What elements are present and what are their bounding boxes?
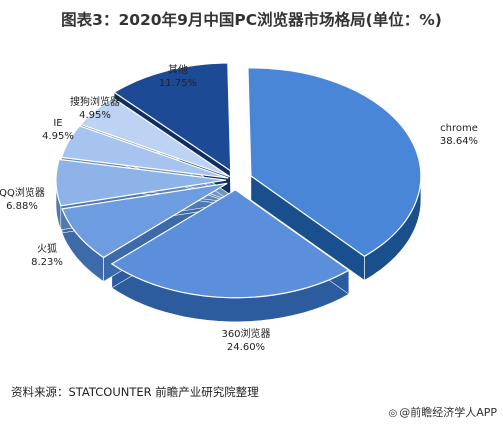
slice-chrome (247, 67, 422, 258)
slice-s6 (112, 62, 232, 173)
slice-s5 (79, 97, 231, 178)
slice-value-chrome: 38.64% (440, 136, 478, 147)
slice-value-IE: 4.95% (42, 131, 74, 142)
pie-tops (55, 62, 422, 299)
pie-labels: chrome 38.64% 360浏览器 24.60% 火狐 8.23% QQ浏览器 6.88… (0, 63, 478, 353)
chart-title: 图表3：2020年9月中国PC浏览器市场格局(单位：%) (61, 11, 442, 29)
slice-value-s5: 4.95% (79, 110, 111, 121)
weibo-icon: ◎ (388, 408, 398, 419)
slice-value-s6: 11.75% (159, 78, 197, 89)
slice-name-QQ: QQ浏览器 (0, 186, 45, 199)
slice-name-360: 360浏览器 (221, 327, 270, 340)
brand-text: @前瞻经济学人APP (399, 406, 497, 419)
slice-value-QQ: 6.88% (6, 201, 38, 212)
slice-name-chrome: chrome (440, 123, 478, 134)
slice-QQ (55, 158, 227, 207)
slice-value-360: 24.60% (227, 342, 265, 353)
source-note: 资料来源：STATCOUNTER 前瞻产业研究院整理 (11, 385, 259, 399)
slice-name-s6: 其他 (168, 63, 188, 76)
slice-name-IE: IE (53, 118, 62, 129)
slice-360 (110, 189, 351, 299)
slice-name-s5: 搜狗浏览器 (70, 95, 120, 108)
slice-IE (60, 125, 229, 179)
slice-value-s2: 8.23% (31, 257, 63, 268)
slice-s2 (61, 182, 228, 259)
slice-name-s2: 火狐 (37, 242, 57, 255)
brand-watermark: ◎ @前瞻经济学人APP (388, 404, 497, 420)
